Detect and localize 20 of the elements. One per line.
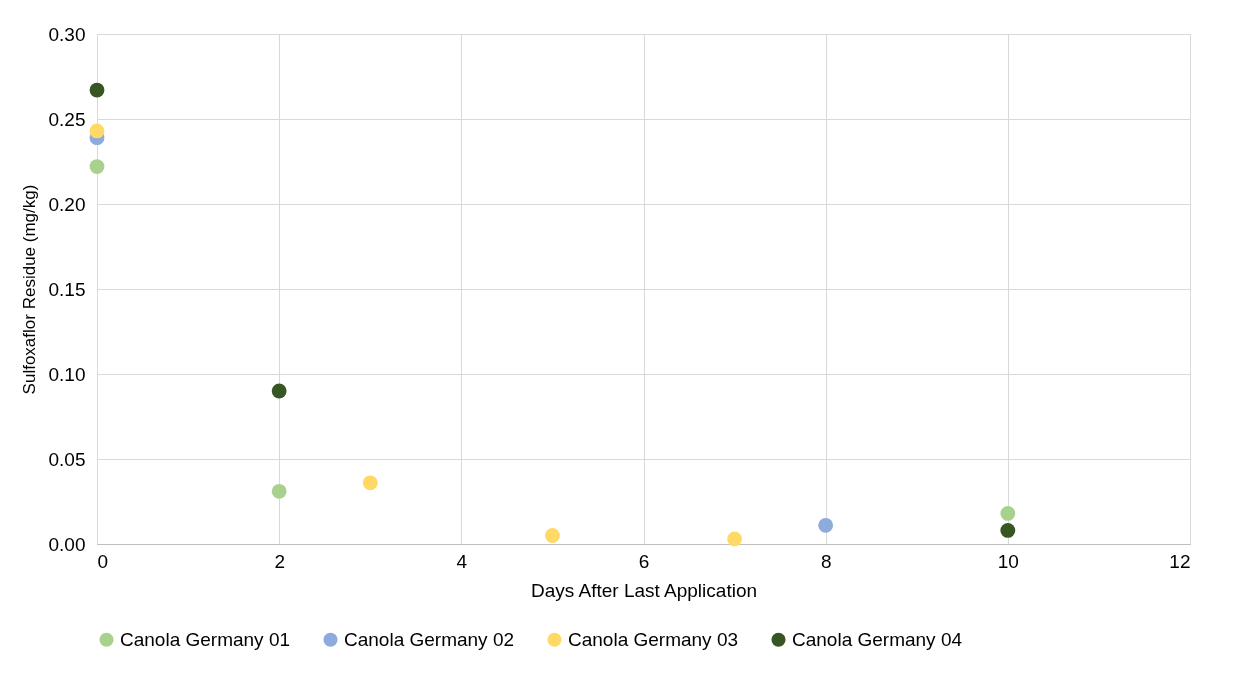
y-tick-label: 0.10: [48, 363, 86, 385]
x-tick-label: 8: [820, 550, 832, 572]
x-tick-label: 0: [97, 550, 109, 572]
y-axis-title: Sulfoxaflor Residue (mg/kg): [19, 184, 39, 395]
y-tick-label: 0.05: [48, 448, 86, 470]
x-tick-label: 2: [274, 550, 285, 572]
x-tick-label: 4: [456, 550, 468, 572]
x-tick-label: 10: [997, 550, 1019, 572]
y-tick-label: 0.15: [48, 278, 86, 300]
x-tick-label: 6: [638, 550, 650, 572]
y-tick-label: 0.20: [48, 193, 86, 215]
legend-label: Canola Germany 02: [344, 628, 515, 650]
legend-label: Canola Germany 01: [120, 628, 291, 650]
legend-label: Canola Germany 04: [792, 628, 963, 650]
y-tick-label: 0.25: [48, 108, 86, 130]
legend-label: Canola Germany 03: [568, 628, 739, 650]
x-tick-label: 12: [1169, 550, 1191, 572]
y-tick-label: 0.30: [48, 23, 86, 45]
y-tick-label: 0.00: [48, 533, 86, 555]
x-axis-title: Days After Last Application: [530, 579, 758, 601]
